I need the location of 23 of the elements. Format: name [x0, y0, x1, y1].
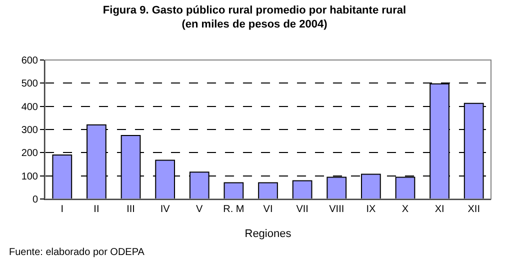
x-tick-label: V: [196, 204, 204, 215]
x-tick-label: VI: [263, 204, 273, 215]
y-tick-label: 600: [21, 56, 38, 66]
x-tick-label: II: [94, 204, 100, 215]
x-tick-label: IX: [366, 204, 376, 215]
x-tick-label: X: [402, 204, 409, 215]
y-tick-label: 100: [21, 171, 38, 182]
x-tick-label: VIII: [329, 204, 344, 215]
y-tick-label: 500: [21, 78, 38, 90]
x-tick-label: VII: [296, 204, 308, 215]
x-tick-label: I: [60, 204, 64, 215]
x-tick-label: IV: [160, 204, 170, 215]
x-tick-label: XI: [434, 204, 444, 215]
y-tick-label: 400: [21, 102, 38, 113]
x-tick-label: III: [126, 204, 135, 215]
x-tick-label: R. M: [223, 204, 244, 215]
y-tick-label: 200: [21, 148, 38, 160]
x-tick-label: XII: [468, 204, 480, 215]
x-axis-title: Regiones: [244, 228, 292, 240]
y-tick-label: 0: [32, 194, 38, 206]
y-tick-label: 300: [21, 125, 38, 136]
chart-title: Figura 9. Gasto público rural promedio por habitante rural (en miles de pesos de 2004): [102, 4, 406, 31]
source-note: Fuente: elaborado por ODEPA: [9, 247, 145, 258]
